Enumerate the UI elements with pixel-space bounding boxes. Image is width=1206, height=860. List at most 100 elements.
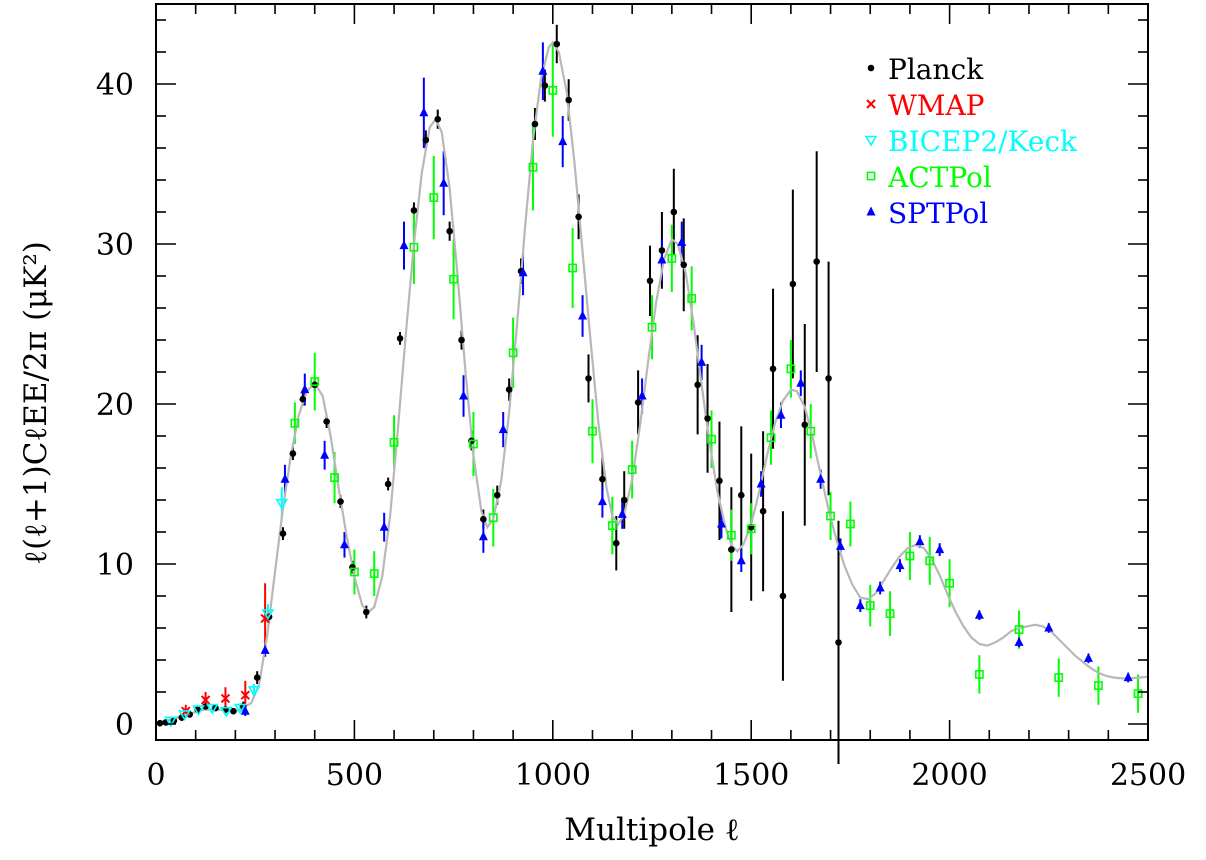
legend-bicep2-keck-label: BICEP2/Keck [888,125,1078,158]
sptpol-point [835,540,845,550]
y-tick-label: 30 [96,228,134,263]
x-axis-label: Multipole ℓ [564,812,739,848]
y-tick-label: 20 [96,388,134,423]
sptpol-point [935,544,945,554]
planck-point [505,386,513,393]
actpol-point [925,556,935,566]
actpol-point [1054,673,1064,682]
y-tick-label: 40 [96,68,134,103]
actpol-point [1014,625,1024,634]
planck-point [634,399,642,406]
legend-actpol-marker [866,171,876,181]
sptpol-point [895,560,905,570]
sptpol-point [1044,622,1054,632]
actpol-point [865,601,875,610]
wmap-point [240,690,250,700]
bicep2-keck-point [247,686,261,697]
sptpol-point [1014,636,1024,646]
axes-layer: 0 500 1000 1500 2000 2500 0 10 20 30 40 [96,3,1186,793]
planck-point [813,258,820,265]
planck-point [585,375,592,382]
actpol-point [528,162,538,172]
actpol-point [726,530,736,540]
planck-point [704,415,711,422]
actpol-point [746,524,756,534]
sptpol-point [617,508,627,518]
actpol-point [469,439,478,449]
sptpol-point [974,609,984,619]
actpol-point [766,433,776,442]
planck-point [620,496,628,504]
planck-point [493,491,501,499]
actpol-point [607,521,617,530]
bicep2-keck-point [205,703,219,715]
sptpol-point [498,424,508,434]
sptpol-point [518,267,528,277]
actpol-point [826,511,835,521]
sptpol-point [280,473,290,483]
planck-point [323,418,330,425]
actpol-point [568,263,578,273]
legend-bicep2-keck-marker [864,135,878,147]
x-tick-label: 500 [326,758,383,793]
actpol-point [290,418,300,428]
sptpol-point [538,65,548,75]
planck-point [680,261,688,269]
planck-point [541,82,549,89]
planck-point [299,395,307,403]
planck-point [789,280,797,288]
sptpol-point [240,705,250,715]
actpol-point [330,473,339,482]
sptpol-point [875,582,885,592]
bicep2-keck-point [192,705,205,717]
planck-point [434,115,442,123]
sptpol-point [320,449,330,459]
sptpol-point [300,384,310,394]
x-tick-label: 1500 [713,758,789,793]
planck-point [553,40,561,48]
planck-point [646,277,654,285]
sptpol-point [597,496,607,506]
planck-point [612,539,620,547]
bicep2-keck-point [233,703,247,715]
sptpol-point [736,555,746,565]
actpol-point [409,242,419,252]
planck-point [531,120,539,128]
planck-point [825,375,832,382]
actpol-point [429,193,439,202]
planck-point [835,639,842,646]
planck-point [289,450,297,457]
planck-point [230,707,237,715]
sptpol-point [637,390,647,400]
sptpol-point [339,539,349,549]
actpol-point [1094,681,1103,690]
legend-wmap-marker [866,99,876,109]
actpol-point [647,322,657,332]
actpol-point [369,569,379,578]
legend-actpol-label: ACTPol [887,161,992,194]
planck-point [759,507,767,515]
y-tick-label: 10 [96,548,134,583]
sptpol-point [816,473,826,483]
planck-point [737,491,745,499]
planck-point [575,213,582,221]
actpol-point [389,437,399,447]
x-tick-label: 1000 [515,758,591,793]
sptpol-point [677,236,687,246]
plot-frame [155,3,1149,741]
planck-point [769,365,777,373]
sptpol-point [399,240,409,250]
y-tick-label: 0 [115,708,134,743]
sptpol-point [578,310,588,320]
planck-point [253,674,261,681]
sptpol-point [915,536,925,546]
legend-sptpol-marker [866,206,876,216]
actpol-point [974,669,984,679]
planck-point [565,96,572,104]
planck-point [279,530,287,537]
actpol-point [1133,689,1143,698]
sptpol-point [260,644,270,654]
planck-point [728,546,735,553]
legend-wmap-label: WMAP [888,89,985,122]
